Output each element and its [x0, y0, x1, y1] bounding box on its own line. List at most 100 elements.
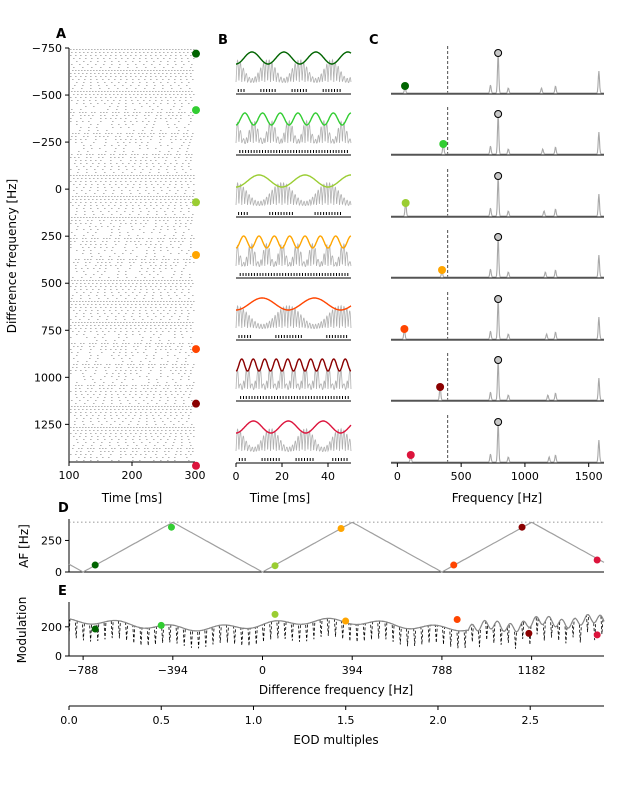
panel-e-point	[342, 617, 350, 625]
panel-c-af-marker	[436, 383, 445, 391]
panel-e-point	[593, 631, 601, 639]
panel-e-point	[91, 625, 99, 633]
panel-c-xtick-label: 1000	[511, 470, 539, 483]
panel-b-envelope	[235, 112, 352, 126]
panel-d-point	[167, 523, 175, 531]
panel-b-xtick-label: 0	[233, 470, 240, 483]
eod-axis-tick-label: 2.0	[429, 714, 447, 727]
panel-c-spectrum	[391, 237, 604, 278]
panel-b-carrier	[235, 304, 352, 329]
panel-c-eod-marker	[494, 418, 503, 426]
panel-d-point	[593, 556, 601, 564]
panel-c-eod-marker	[494, 110, 503, 118]
panel-c-af-marker	[439, 140, 448, 148]
panel-letter-e: E	[58, 584, 67, 599]
panel-a: A −750 −500 −250 0 250 500 750 1000 1250 100 200 30…	[5, 27, 206, 505]
panel-c: C 0 500 1000 1500 Frequency [Hz]	[369, 33, 604, 505]
panel-c-af-marker	[400, 325, 409, 333]
panel-c-spectrum	[391, 360, 604, 401]
panel-b-envelope	[236, 420, 352, 434]
panel-b-row	[235, 420, 352, 464]
panel-b-envelope	[236, 51, 352, 65]
raster-line	[70, 49, 195, 461]
panel-e-xtick-label: 394	[342, 664, 363, 677]
panel-a-ytick-label: 0	[55, 183, 62, 196]
panel-c-plot: 0 500 1000 1500	[391, 46, 604, 483]
panel-e-xtick-label: −394	[158, 664, 188, 677]
panel-b-carrier	[235, 58, 352, 84]
panel-a-ylabel: Difference frequency [Hz]	[5, 179, 19, 333]
panel-e-xtick-label: 1182	[518, 664, 546, 677]
panel-a-plot: −750 −500 −250 0 250 500 750 1000 1250 100 200 300	[32, 42, 206, 482]
panel-e-xtick-label: 0	[259, 664, 266, 677]
panel-c-eod-marker	[494, 172, 503, 180]
panel-d-point	[518, 523, 526, 531]
eod-axis-tick-label: 2.5	[521, 714, 539, 727]
panel-e-point	[157, 621, 165, 629]
panel-b-xtick-label: 40	[321, 470, 335, 483]
panel-e-xtick-label: 788	[431, 664, 452, 677]
panel-d-plot: 0 250	[41, 519, 605, 579]
panel-b-xtick-label: 20	[275, 470, 289, 483]
raster-spikes	[70, 49, 195, 461]
panel-b-plot: 0 20 40	[233, 51, 352, 483]
panel-a-ytick-label: 250	[41, 230, 62, 243]
panel-c-eod-marker	[494, 233, 503, 241]
panel-a-ytick-label: 750	[41, 324, 62, 337]
panel-b-row	[235, 235, 352, 279]
panel-a-ytick-label: −250	[32, 136, 62, 149]
panel-b-spikes	[237, 89, 341, 92]
panel-e-ytick-label: 0	[55, 650, 62, 663]
eod-axis-tick-label: 1.0	[245, 714, 263, 727]
panel-b-row	[235, 112, 352, 156]
panel-b-envelope	[236, 297, 352, 311]
panel-c-af-marker	[401, 199, 410, 207]
panel-a-marker	[192, 198, 200, 207]
panel-e-xtick-label: −788	[68, 664, 98, 677]
panel-e-ytick-label: 200	[41, 621, 62, 634]
panel-c-row	[391, 46, 604, 95]
panel-c-spectrum	[391, 53, 604, 94]
panel-e-plot: 0 200 −788 −394 0 394 788 1182	[41, 602, 605, 677]
panel-a-marker	[192, 49, 200, 58]
panel-e-point	[271, 610, 279, 618]
panel-c-row	[391, 415, 604, 464]
panel-b-xlabel: Time [ms]	[249, 491, 311, 505]
panel-c-spectrum	[391, 114, 604, 155]
panel-e: E 0 200 −788 −394 0 394 788 1182 Modulation Dif…	[15, 584, 605, 697]
panel-a-ytick-label: 1250	[34, 418, 62, 431]
panel-c-row	[391, 107, 604, 156]
panel-c-eod-marker	[494, 49, 503, 57]
panel-b-carrier	[235, 367, 352, 391]
panel-b-row	[235, 297, 352, 341]
panel-d-ytick-label: 250	[41, 534, 62, 547]
panel-d: D 0 250 AF [Hz]	[17, 501, 605, 579]
panel-b-spikes	[238, 335, 348, 338]
panel-d-point	[450, 561, 458, 569]
panel-c-row	[391, 292, 604, 341]
panel-a-ytick-label: −500	[32, 89, 62, 102]
panel-a-marker	[192, 106, 200, 115]
panel-a-marker	[192, 399, 200, 408]
panel-c-af-marker	[406, 451, 415, 459]
eod-axis-label: EOD multiples	[293, 733, 378, 747]
panel-a-ytick-label: 1000	[34, 371, 62, 384]
panel-b: B 0 20 40 Time [ms]	[218, 33, 352, 505]
panel-a-ytick-label: 500	[41, 277, 62, 290]
eod-axis-tick-label: 0.5	[152, 714, 170, 727]
panel-b-carrier	[235, 427, 352, 453]
panel-c-eod-marker	[494, 356, 503, 364]
panel-a-xtick-label: 200	[122, 469, 143, 482]
panel-c-xtick-label: 1500	[575, 470, 603, 483]
panel-a-marker	[192, 345, 200, 354]
panel-c-spectrum	[391, 422, 604, 463]
panel-a-xtick-label: 300	[185, 469, 206, 482]
panel-b-row	[235, 358, 352, 402]
panel-b-spikes	[238, 212, 341, 215]
panel-d-ylabel: AF [Hz]	[17, 524, 31, 568]
panel-e-point	[525, 629, 533, 637]
panel-letter-a: A	[56, 27, 66, 42]
panel-c-row	[391, 353, 604, 402]
panel-a-marker	[192, 251, 200, 259]
